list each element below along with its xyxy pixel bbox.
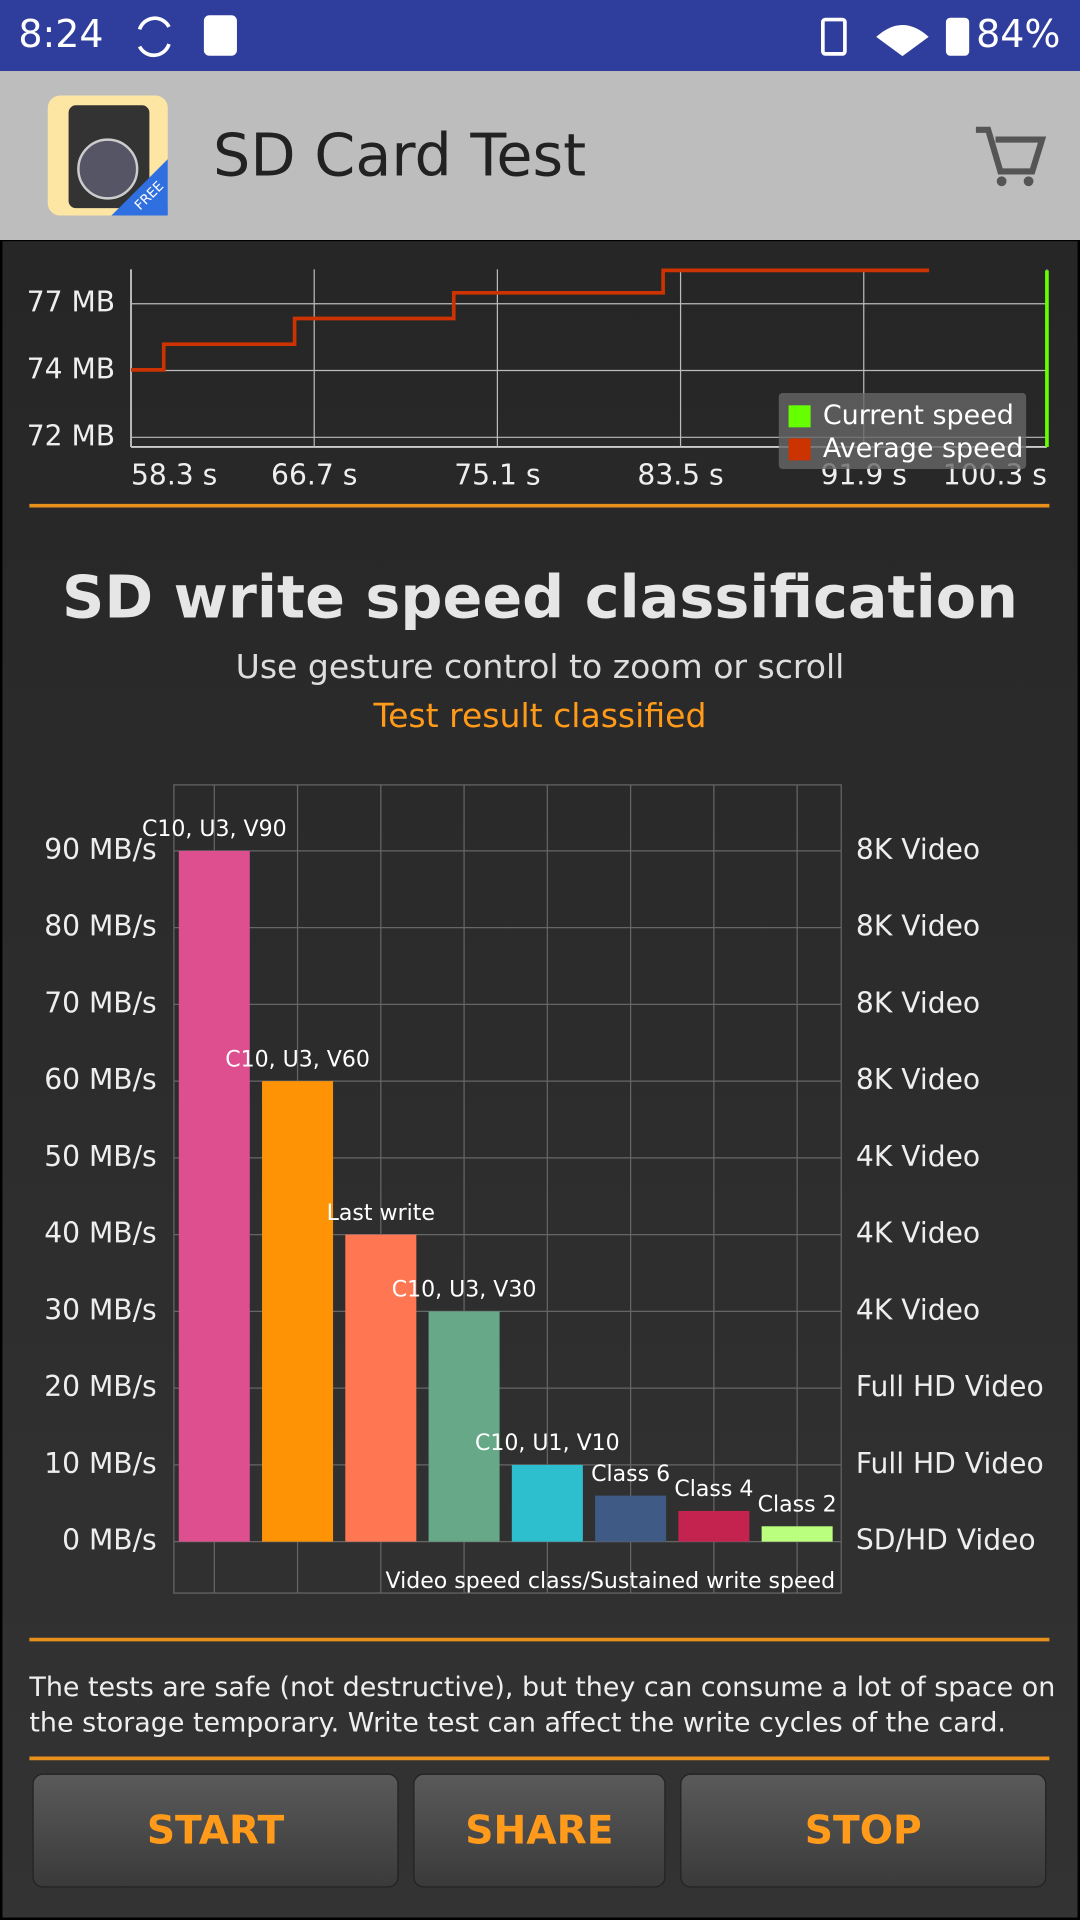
- y2-tick-label: 8K Video: [856, 1063, 980, 1096]
- y2-tick-label: 8K Video: [856, 910, 980, 943]
- series-line: [131, 268, 930, 372]
- legend-swatch: [788, 438, 811, 461]
- button-label[interactable]: START: [147, 1809, 285, 1854]
- legend-swatch: [788, 405, 811, 428]
- clock: 8:24: [18, 12, 103, 56]
- y-tick-label: 90 MB/s: [44, 833, 157, 866]
- x-tick-label: 83.5 s: [637, 458, 723, 491]
- y2-tick-label: 4K Video: [856, 1293, 980, 1326]
- battery: 84%: [976, 12, 1060, 56]
- y2-tick-label: 4K Video: [856, 1217, 980, 1250]
- cart-icon[interactable]: [975, 126, 1047, 187]
- button-label[interactable]: STOP: [805, 1809, 922, 1854]
- plot-frame: [173, 784, 842, 1594]
- bar: [345, 1234, 417, 1542]
- bar-label: Last write: [327, 1201, 435, 1226]
- bar-chart-subtitle: Use gesture control to zoom or scroll: [236, 647, 845, 686]
- x-tick-label: 66.7 s: [271, 458, 357, 491]
- notice-line: the storage temporary. Write test can af…: [29, 1708, 1006, 1739]
- y-tick-label: 72 MB: [27, 419, 115, 452]
- bar: [262, 1081, 334, 1542]
- bar-label: C10, U3, V90: [142, 817, 287, 842]
- y-tick-label: 0 MB/s: [62, 1524, 157, 1557]
- notice-line: The tests are safe (not destructive), bu…: [28, 1672, 1055, 1703]
- y-tick-label: 60 MB/s: [44, 1063, 157, 1096]
- bar-label: C10, U3, V60: [225, 1047, 370, 1072]
- bar-label: Class 4: [674, 1477, 753, 1502]
- y2-tick-label: 4K Video: [856, 1140, 980, 1173]
- y2-tick-label: 8K Video: [856, 986, 980, 1019]
- y-tick-label: 70 MB/s: [44, 986, 157, 1019]
- bar-label: C10, U1, V10: [475, 1431, 620, 1456]
- status-icons: [137, 15, 970, 58]
- app-bar: [0, 71, 1080, 240]
- y2-tick-label: Full HD Video: [856, 1447, 1044, 1480]
- x-tick-label: 75.1 s: [454, 458, 540, 491]
- y2-tick-label: 8K Video: [856, 833, 980, 866]
- bar-label: Class 2: [758, 1492, 837, 1517]
- y2-tick-label: SD/HD Video: [856, 1524, 1036, 1557]
- x-axis-label: Video speed class/Sustained write speed: [386, 1569, 836, 1594]
- bar: [678, 1510, 750, 1542]
- y-tick-label: 74 MB: [27, 353, 115, 386]
- bar: [511, 1464, 583, 1542]
- legend-label: Current speed: [823, 400, 1014, 431]
- y-tick-label: 50 MB/s: [44, 1140, 157, 1173]
- button[interactable]: [680, 1773, 1047, 1888]
- button[interactable]: [413, 1773, 666, 1888]
- y-tick-label: 40 MB/s: [44, 1217, 157, 1250]
- button-row: START SHARE STOP: [32, 1773, 1047, 1888]
- bar: [428, 1311, 500, 1542]
- bar: [595, 1495, 667, 1542]
- app-title: SD Card Test: [213, 120, 586, 189]
- y-tick-label: 20 MB/s: [44, 1370, 157, 1403]
- legend-label: Average speed: [823, 433, 1023, 464]
- y-tick-label: 10 MB/s: [44, 1447, 157, 1480]
- button-label[interactable]: SHARE: [465, 1809, 613, 1854]
- bar: [761, 1526, 833, 1542]
- y-tick-label: 77 MB: [27, 286, 115, 319]
- button[interactable]: [32, 1773, 399, 1888]
- y-tick-label: 30 MB/s: [44, 1293, 157, 1326]
- legend-box: [778, 393, 1027, 469]
- bar-label: C10, U3, V30: [392, 1278, 537, 1303]
- y-tick-label: 80 MB/s: [44, 910, 157, 943]
- classification-result: Test result classified: [373, 696, 707, 735]
- app-icon-gauge: [77, 138, 139, 200]
- bar-chart-title: SD write speed classification: [62, 562, 1018, 631]
- bar-label: Class 6: [591, 1462, 670, 1487]
- x-tick-label: 58.3 s: [131, 458, 217, 491]
- bar: [178, 850, 250, 1542]
- y2-tick-label: Full HD Video: [856, 1370, 1044, 1403]
